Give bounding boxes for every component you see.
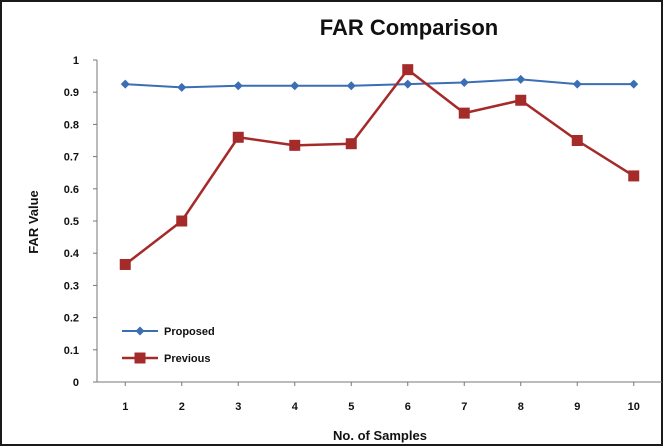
x-tick-label: 8 [518,401,524,413]
x-tick-label: 6 [405,401,411,413]
series-proposed-point [233,81,243,91]
series-proposed-point [177,82,187,92]
series-previous-point [119,258,131,270]
series-proposed-point [572,79,582,89]
legend: Proposed Previous [122,326,215,365]
series-proposed-point [120,79,130,89]
series-previous-point [628,170,640,182]
legend-previous-marker [134,352,146,364]
x-tick-label: 3 [235,401,241,413]
series-previous-point [515,94,527,106]
legend-proposed-label: Proposed [164,326,215,338]
series-previous-point [289,139,301,151]
y-tick-label: 1 [73,55,79,67]
series-proposed-point [290,81,300,91]
plot-area: 0 0.1 0.2 0.3 0.4 0.5 0.6 0.7 0.8 0.9 1 1 2 3 4 5 6 7 8 9 10 [64,55,662,413]
series-proposed-point [516,74,526,84]
y-tick-label: 0.1 [64,345,79,357]
y-tick-label: 0.8 [64,119,79,131]
x-tick-label: 7 [461,401,467,413]
y-tick-label: 0.6 [64,184,79,196]
legend-proposed-marker [135,326,145,336]
series-proposed-point [459,78,469,88]
series-proposed-line [125,78,634,89]
y-axis-title: FAR Value [26,190,41,254]
x-tick-label: 9 [574,401,580,413]
x-tick-label: 5 [348,401,354,413]
series-previous-point [458,107,470,119]
series-previous-line [124,67,635,266]
y-tick-label: 0.4 [64,248,80,260]
x-tick-label: 10 [628,401,640,413]
x-tick-label: 1 [122,401,128,413]
series-previous-point [571,135,583,146]
y-tick-label: 0.9 [64,87,79,99]
y-tick-label: 0.5 [64,216,79,228]
series-previous-point [345,138,357,150]
y-tick-label: 0.2 [64,313,79,325]
x-tick-label: 2 [179,401,185,413]
y-tick-label: 0.3 [64,280,79,292]
x-axis-title: No. of Samples [333,428,427,443]
legend-previous-label: Previous [164,353,210,365]
series-proposed-point [629,79,639,89]
series-previous-point [402,64,414,76]
series-previous-point [176,215,188,227]
x-tick-label: 4 [292,401,299,413]
chart-title: FAR Comparison [320,15,498,40]
series-proposed-point [403,79,413,89]
y-tick-label: 0.7 [64,152,79,164]
series-proposed-point [346,81,356,91]
y-tick-label: 0 [73,377,79,389]
series-previous-point [232,131,244,143]
